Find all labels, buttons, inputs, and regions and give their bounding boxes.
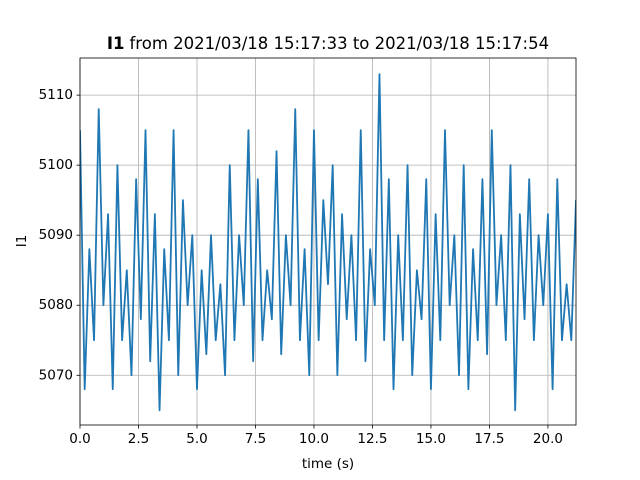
data-line [80,73,576,412]
x-tick-label: 15.0 [416,431,446,447]
y-tick-label: 5080 [39,297,73,313]
x-tick-label: 17.5 [474,431,504,447]
x-tick-label: 20.0 [533,431,563,447]
x-tick-label: 0.0 [69,431,90,447]
title-name: I1 [107,34,125,53]
y-tick-label: 5090 [39,227,73,243]
y-tick-label: 5100 [39,157,73,173]
title-text: from 2021/03/18 15:17:33 to 2021/03/18 1… [130,34,550,53]
y-tick-label: 5110 [39,87,73,103]
y-tick-label: 5070 [39,367,73,383]
y-axis-label: I1 [14,235,30,248]
chart-title: I1 from 2021/03/18 15:17:33 to 2021/03/18… [107,34,549,53]
x-axis-label: time (s) [302,456,354,472]
x-tick-label: 10.0 [299,431,329,447]
x-tick-label: 7.5 [245,431,266,447]
x-tick-label: 5.0 [186,431,207,447]
plot-frame [79,57,577,426]
x-tick-label: 12.5 [357,431,387,447]
x-tick-label: 2.5 [128,431,149,447]
